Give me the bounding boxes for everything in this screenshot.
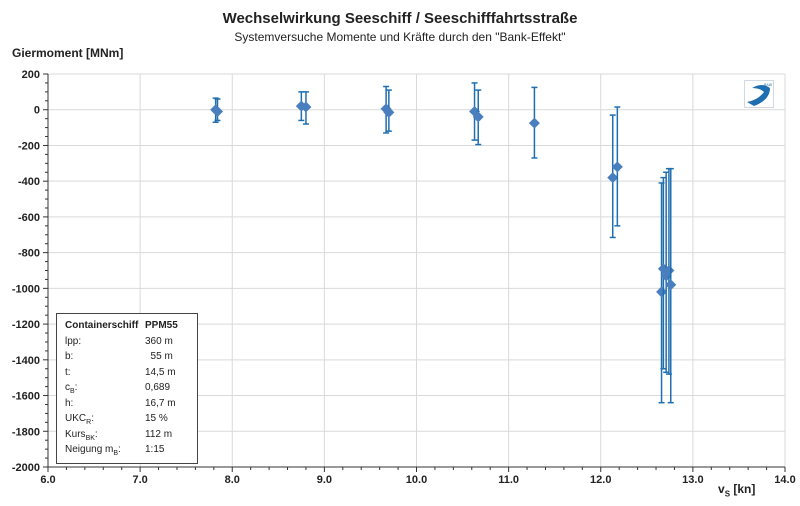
info-row: KursBK: 112 m <box>65 429 197 445</box>
y-tick-label: 200 <box>22 69 40 81</box>
info-value: 1:15 <box>145 444 165 455</box>
info-key: b: <box>65 351 74 362</box>
baw-logo-text: BAW <box>764 83 773 87</box>
info-row: h: 16,7 m <box>65 398 197 414</box>
x-tick-label: 11.0 <box>498 474 519 486</box>
info-value: PPM55 <box>145 320 178 331</box>
y-tick-label: -1400 <box>12 355 40 367</box>
info-row: lpp: 360 m <box>65 336 197 352</box>
info-row: t: 14,5 m <box>65 367 197 383</box>
x-axis-label: vS [kn] <box>718 482 756 499</box>
x-tick-label: 14.0 <box>774 474 795 486</box>
info-value: 16,7 m <box>145 397 176 409</box>
data-point <box>528 117 540 129</box>
info-row: b: 55 m <box>65 351 197 367</box>
y-tick-label: -1000 <box>12 283 40 295</box>
data-point <box>611 161 623 173</box>
x-tick-label: 7.0 <box>132 474 147 486</box>
y-tick-label: -800 <box>18 248 40 260</box>
data-point <box>472 111 484 123</box>
info-key: Containerschiff <box>65 320 139 331</box>
info-row: Neigung mB: 1:15 <box>65 444 197 460</box>
info-row: UKCR: 15 % <box>65 413 197 429</box>
info-value: 15 % <box>145 413 168 424</box>
chart-title: Wechselwirkung Seeschiff / Seeschifffahr… <box>222 10 578 27</box>
info-key: Neigung mB: <box>65 444 121 457</box>
info-key: lpp: <box>65 335 82 347</box>
info-row: Containerschiff PPM55 <box>65 320 197 336</box>
y-tick-label: -400 <box>18 176 40 188</box>
y-tick-label: -2000 <box>12 462 40 474</box>
info-key: t: <box>65 366 71 378</box>
x-tick-label: 10.0 <box>406 474 427 486</box>
x-tick-label: 12.0 <box>590 474 611 486</box>
data-point <box>383 106 395 118</box>
data-point <box>300 101 312 113</box>
y-axis-label: Giermoment [MNm] <box>12 46 124 60</box>
info-value: 360 m <box>145 335 173 347</box>
info-key: h: <box>65 397 74 409</box>
x-tick-label: 6.0 <box>40 474 55 486</box>
baw-logo-icon: BAW <box>744 80 774 108</box>
info-value: 55 m <box>145 351 173 362</box>
y-tick-label: -1800 <box>12 426 40 438</box>
ship-parameter-box: Containerschiff PPM55 lpp: 360 m b: 55 m t: 14… <box>56 313 198 464</box>
info-row: cB: 0,689 <box>65 382 197 398</box>
y-tick-label: -600 <box>18 212 40 224</box>
data-point <box>656 286 668 298</box>
info-key: KursBK: <box>65 428 98 442</box>
data-point <box>665 279 677 291</box>
y-tick-label: -1600 <box>12 391 40 403</box>
info-key: UKCR: <box>65 413 94 426</box>
data-point <box>663 265 675 276</box>
x-tick-label: 9.0 <box>317 474 332 486</box>
info-value: 0,689 <box>145 382 171 393</box>
info-key: cB: <box>65 382 78 395</box>
chart-subtitle: Systemversuche Momente und Kräfte durch … <box>234 30 566 44</box>
y-tick-label: -200 <box>18 140 40 152</box>
info-value: 112 m <box>145 428 173 440</box>
data-point <box>212 106 224 118</box>
info-value: 14,5 m <box>145 366 176 378</box>
x-tick-label: 8.0 <box>225 474 240 486</box>
y-tick-label: -1200 <box>12 319 40 331</box>
data-point <box>607 172 619 184</box>
x-tick-label: 13.0 <box>682 474 703 486</box>
y-tick-label: 0 <box>34 105 40 117</box>
